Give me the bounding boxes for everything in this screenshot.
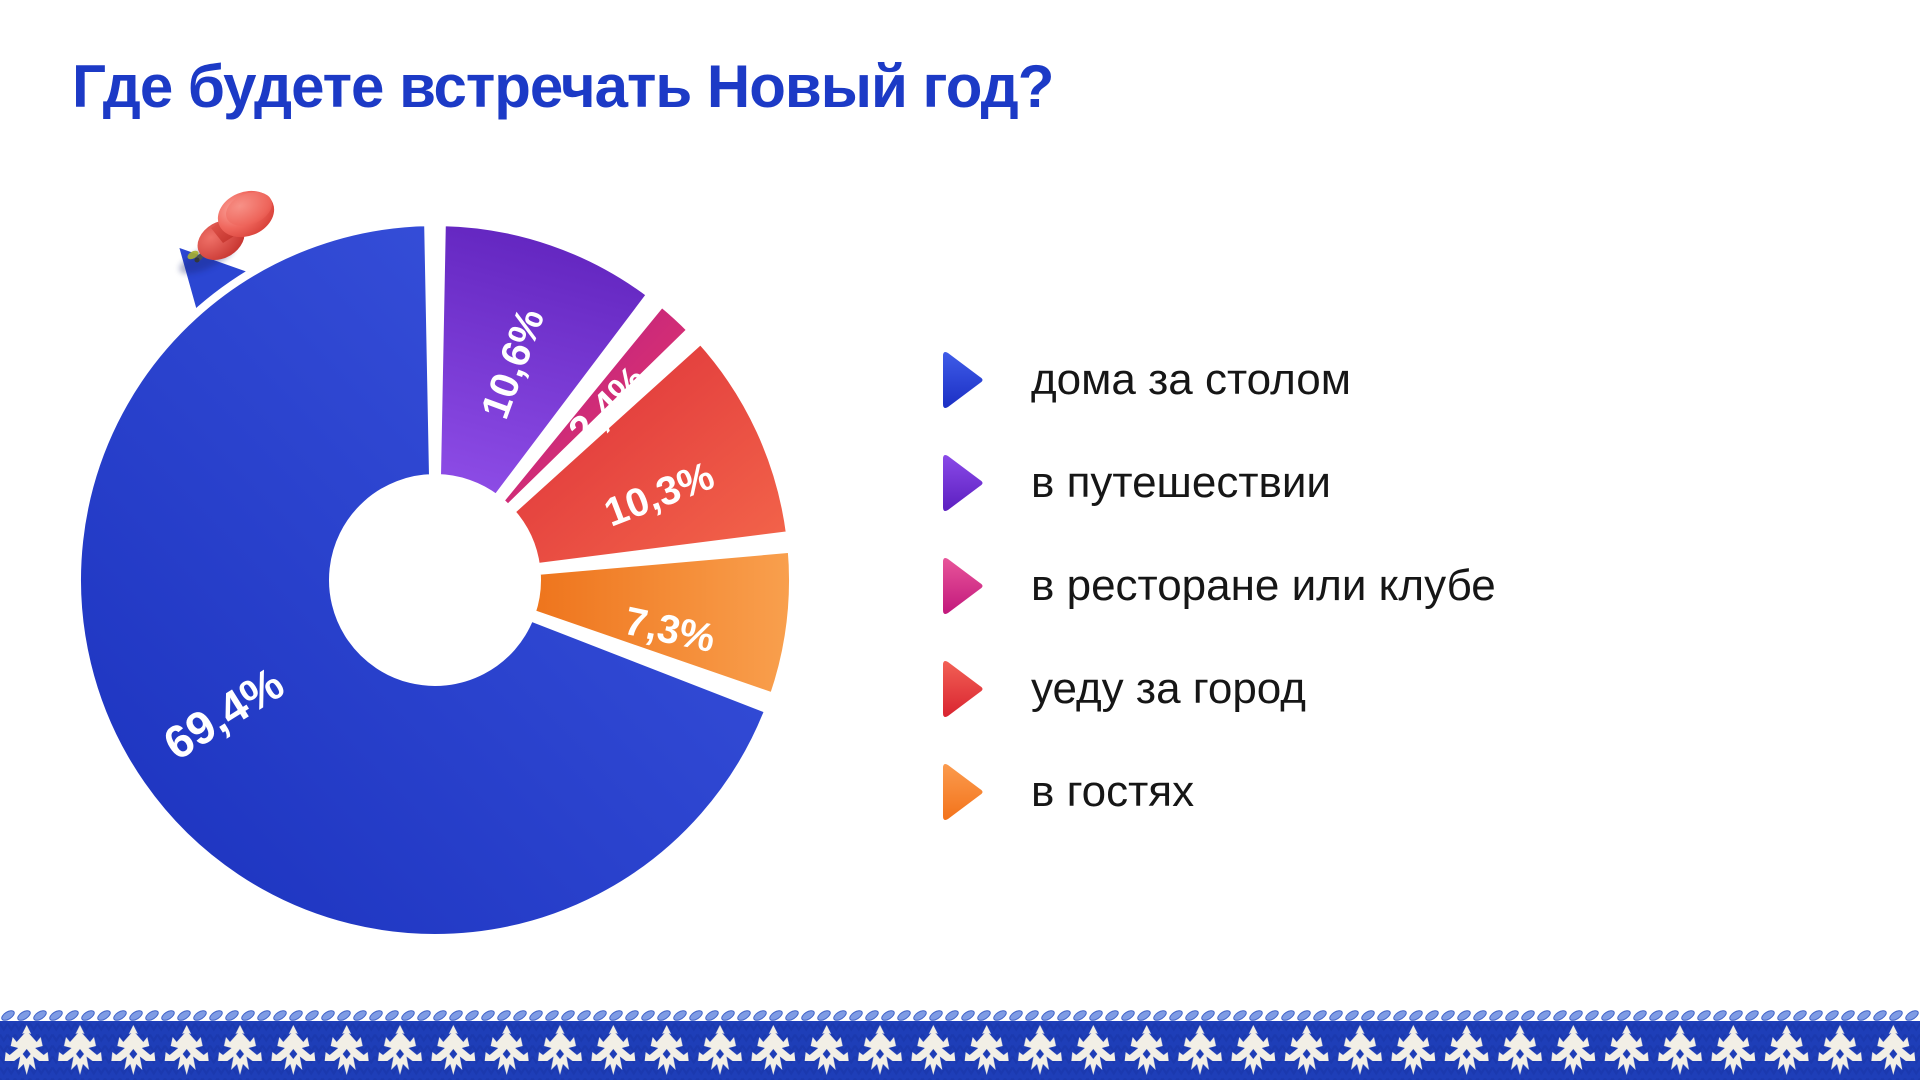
legend-label: в путешествии xyxy=(1031,458,1332,507)
knitted-border xyxy=(0,1010,1920,1080)
legend-item: уеду за город xyxy=(935,659,1496,719)
knit-motif-row xyxy=(0,1010,1920,1080)
pie-slice xyxy=(73,218,773,942)
braid-strip xyxy=(0,1010,1920,1021)
pushpin-icon xyxy=(179,190,275,274)
legend-label: в гостях xyxy=(1031,767,1195,816)
pie-slice xyxy=(506,335,795,572)
pie-slice xyxy=(527,544,797,701)
legend-label: в ресторане или клубе xyxy=(1031,561,1496,610)
legend-marker-icon xyxy=(943,764,983,820)
legend-item: в гостях xyxy=(935,762,1496,822)
pushpin-glint xyxy=(187,250,199,260)
legend-label: дома за столом xyxy=(1031,355,1352,404)
legend-item: дома за столом xyxy=(935,350,1496,410)
legend-item: в путешествии xyxy=(935,453,1496,513)
legend-marker-icon xyxy=(943,352,983,408)
legend-marker-icon xyxy=(943,661,983,717)
chart-legend: дома за столом в путешествии в ресторане и… xyxy=(935,350,1496,865)
pie-slices xyxy=(73,218,797,942)
legend-item: в ресторане или клубе xyxy=(935,556,1496,616)
pushpin-needle-tip xyxy=(194,257,200,263)
pie-slice xyxy=(432,218,655,503)
legend-marker-icon xyxy=(943,455,983,511)
page-title: Где будете встречать Новый год? xyxy=(72,53,1054,120)
pushpin-head-face xyxy=(226,192,272,226)
legend-label: уеду за город xyxy=(1031,664,1306,713)
legend-marker-icon xyxy=(943,558,983,614)
